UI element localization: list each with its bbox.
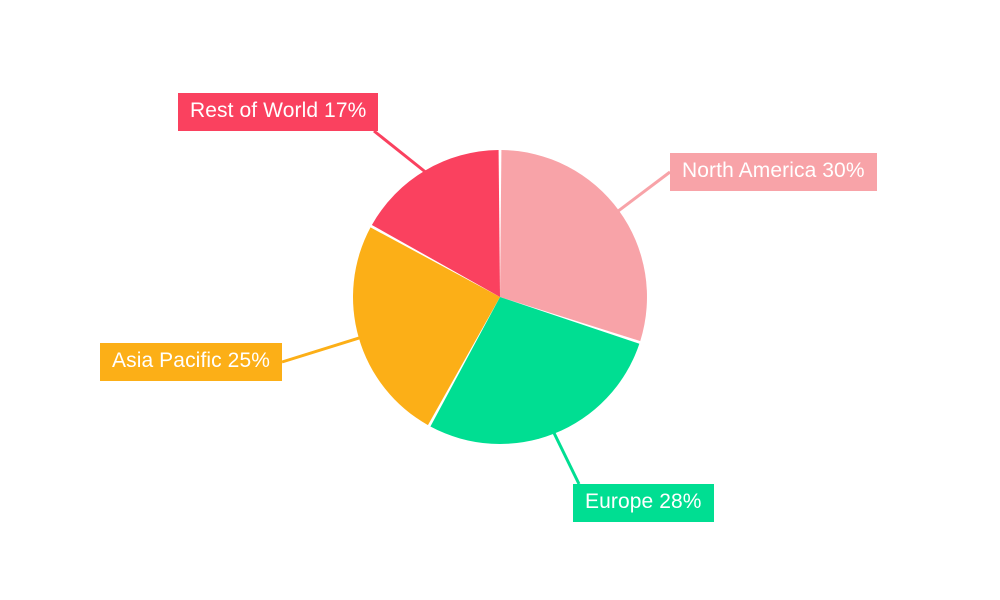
leader-lines-group — [281, 129, 671, 485]
slice-label-rest-of-world[interactable]: Rest of World 17% — [178, 93, 379, 131]
leader-line-rest-of-world — [373, 129, 428, 175]
slice-label-text: North America 30% — [682, 159, 865, 182]
pie-slice-asia-pacific[interactable] — [353, 227, 500, 426]
pie-slice-rest-of-world[interactable] — [371, 150, 500, 297]
slice-label-text: Asia Pacific 25% — [112, 349, 271, 372]
pie-slice-europe[interactable] — [430, 297, 640, 444]
pie-slice-north-america[interactable] — [500, 150, 647, 342]
leader-line-north-america — [615, 170, 671, 214]
slice-label-north-america[interactable]: North America 30% — [670, 153, 877, 191]
pie-slices-group — [353, 150, 647, 444]
leader-line-europe — [551, 430, 581, 485]
slice-label-text: Europe 28% — [585, 490, 702, 513]
slice-label-asia-pacific[interactable]: Asia Pacific 25% — [100, 343, 283, 381]
slice-label-text: Rest of World 17% — [190, 99, 367, 122]
leader-line-asia-pacific — [281, 335, 363, 364]
slice-label-europe[interactable]: Europe 28% — [573, 484, 714, 522]
